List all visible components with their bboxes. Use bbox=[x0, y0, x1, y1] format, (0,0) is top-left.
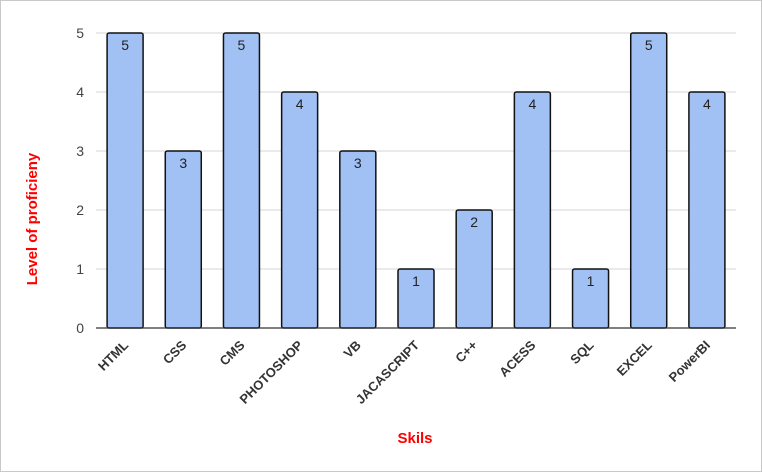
y-tick-label: 4 bbox=[76, 84, 84, 100]
data-label: 3 bbox=[179, 155, 187, 171]
bar bbox=[222, 32, 261, 329]
bar bbox=[339, 150, 377, 329]
x-tick-label: VB bbox=[341, 338, 364, 361]
x-tick-label: EXCEL bbox=[614, 337, 655, 378]
x-tick-label: CSS bbox=[160, 337, 190, 367]
data-label: 5 bbox=[238, 37, 246, 53]
y-tick-label: 0 bbox=[76, 320, 84, 336]
y-tick-label: 1 bbox=[76, 261, 84, 277]
data-label: 4 bbox=[296, 96, 304, 112]
bar bbox=[106, 32, 144, 329]
data-label: 5 bbox=[645, 37, 653, 53]
data-label: 5 bbox=[121, 37, 129, 53]
data-label: 2 bbox=[470, 214, 478, 230]
bar bbox=[629, 32, 668, 329]
y-tick-label: 5 bbox=[76, 25, 84, 41]
data-label: 4 bbox=[528, 96, 536, 112]
x-axis-title: Skils bbox=[397, 430, 432, 447]
x-tick-label: SQL bbox=[567, 337, 597, 367]
bar bbox=[280, 91, 319, 329]
bars: 5 3 5 4 3 1 2 4 1 5 4 bbox=[106, 32, 726, 329]
y-tick-label: 2 bbox=[76, 202, 84, 218]
bar bbox=[164, 150, 203, 329]
x-tick-label: PowerBI bbox=[666, 338, 713, 385]
gridlines bbox=[96, 32, 736, 270]
x-tick-label: ACESS bbox=[496, 337, 539, 380]
bar bbox=[688, 91, 726, 329]
data-label: 1 bbox=[412, 273, 420, 289]
x-tick-label: HTML bbox=[95, 337, 131, 373]
data-label: 4 bbox=[703, 96, 711, 112]
data-label: 1 bbox=[587, 273, 595, 289]
y-axis-title: Level of proficieny bbox=[24, 152, 41, 285]
y-axis-ticks: 0 1 2 3 4 5 bbox=[76, 25, 84, 336]
y-tick-label: 3 bbox=[76, 143, 84, 159]
x-tick-label: C++ bbox=[452, 337, 480, 365]
bar bbox=[513, 91, 552, 329]
x-tick-label: CMS bbox=[217, 337, 248, 368]
data-label: 3 bbox=[354, 155, 362, 171]
